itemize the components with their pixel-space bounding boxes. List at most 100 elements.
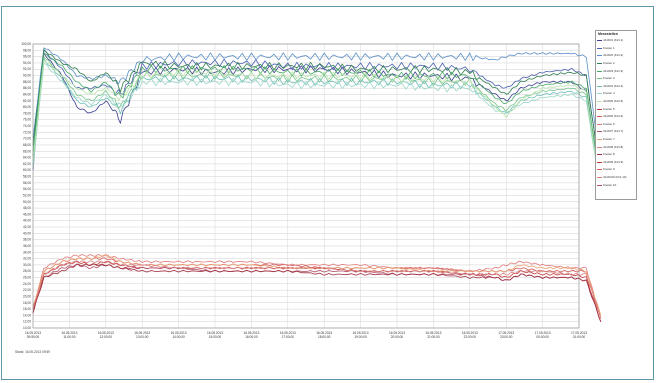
legend-swatch bbox=[597, 47, 602, 49]
x-tick-time: 16:00:00 bbox=[245, 335, 258, 339]
legend-item: Knoten 2 bbox=[596, 60, 636, 68]
y-tick-label: 36,00 bbox=[23, 244, 31, 248]
legend-swatch bbox=[597, 108, 602, 110]
y-tick-label: 10,00 bbox=[23, 326, 31, 330]
y-tick-label: 58,00 bbox=[23, 175, 31, 179]
legend-item: Knoten 5 bbox=[596, 105, 636, 113]
legend-label: Knoten 1 bbox=[603, 45, 615, 50]
y-tick-label: 54,00 bbox=[23, 187, 31, 191]
y-tick-label: 38,00 bbox=[23, 238, 31, 242]
x-axis: 16.05.201309:59:0016.05.201311:00:0016.0… bbox=[25, 331, 587, 339]
legend-item: Knoten 10 bbox=[596, 181, 636, 189]
y-tick-label: 82,00 bbox=[23, 99, 31, 103]
y-axis: 100,00 98,00 96,00 94,00 92,00 90,00 88,00 86,0… bbox=[21, 42, 31, 330]
legend-swatch bbox=[597, 139, 602, 141]
legend-item: Knoten 1 bbox=[596, 45, 636, 53]
legend-item: Knoten 8 bbox=[596, 151, 636, 159]
legend-label: Knoten 5 bbox=[603, 106, 615, 111]
x-tick-time: 19:00:00 bbox=[354, 335, 367, 339]
y-tick-label: 88,00 bbox=[23, 80, 31, 84]
legend-item: n01/D/8 (Ki/1.8) bbox=[596, 143, 636, 151]
legend-label: n01/D/6 (Ki/1.6) bbox=[603, 114, 624, 119]
legend-label: Knoten 10 bbox=[603, 182, 617, 187]
x-tick-date: 16.05.2013 bbox=[134, 331, 150, 335]
x-tick-time: 14:00:00 bbox=[172, 335, 185, 339]
legend-swatch bbox=[597, 131, 602, 133]
legend-label: n01/D/10 (Ki/1.10) bbox=[603, 174, 627, 179]
x-tick-time: 13:00:00 bbox=[136, 335, 149, 339]
x-tick-time: 20:00:00 bbox=[391, 335, 404, 339]
legend-swatch bbox=[597, 123, 602, 125]
legend-swatch bbox=[597, 184, 602, 186]
x-tick-date: 17.05.2013 bbox=[571, 331, 587, 335]
legend-label: Knoten 8 bbox=[603, 152, 615, 157]
y-tick-label: 44,00 bbox=[23, 219, 31, 223]
y-tick-label: 24,00 bbox=[23, 282, 31, 286]
x-tick-date: 16.05.2013 bbox=[280, 331, 296, 335]
y-tick-label: 48,00 bbox=[23, 206, 31, 210]
legend-label: Knoten 6 bbox=[603, 121, 615, 126]
x-tick-time: 22:00:00 bbox=[464, 335, 477, 339]
legend-item: n01/D/6 (Ki/1.6) bbox=[596, 113, 636, 121]
legend-swatch bbox=[597, 70, 602, 72]
legend-item: n01/D/5 (Ki/1.5) bbox=[596, 98, 636, 106]
x-tick-date: 16.05.2013 bbox=[207, 331, 223, 335]
y-tick-label: 56,00 bbox=[23, 181, 31, 185]
legend-item: Knoten 7 bbox=[596, 136, 636, 144]
legend-label: Knoten 2 bbox=[603, 61, 615, 66]
series-line-4 bbox=[32, 49, 602, 180]
x-tick-date: 16.05.2013 bbox=[98, 331, 114, 335]
x-tick-time: 21:00:00 bbox=[427, 335, 440, 339]
legend-label: n01/D/8 (Ki/1.8) bbox=[603, 144, 624, 149]
y-tick-label: 64,00 bbox=[23, 156, 31, 160]
y-tick-label: 98,00 bbox=[23, 48, 31, 52]
y-tick-label: 96,00 bbox=[23, 55, 31, 59]
y-tick-label: 12,00 bbox=[23, 320, 31, 324]
y-tick-label: 94,00 bbox=[23, 61, 31, 65]
x-tick-time: 11:00:00 bbox=[63, 335, 75, 339]
legend-swatch bbox=[597, 78, 602, 80]
y-tick-label: 20,00 bbox=[23, 294, 31, 298]
legend-items: n01/D/1 (Ki/1.1) Knoten 1 n01/D/2 (Ki/1.2)… bbox=[596, 37, 636, 189]
legend-swatch bbox=[597, 161, 602, 163]
legend-label: n01/D/7 (Ki/1.7) bbox=[603, 129, 624, 134]
legend-swatch bbox=[597, 40, 602, 42]
series-line-8 bbox=[32, 63, 602, 193]
legend-label: n01/D/4 (Ki/1.4) bbox=[603, 83, 624, 88]
series-line-12 bbox=[32, 254, 602, 319]
y-tick-label: 22,00 bbox=[23, 288, 31, 292]
legend-label: n01/D/5 (Ki/1.5) bbox=[603, 99, 624, 104]
x-tick-time: 15:00:00 bbox=[209, 335, 222, 339]
y-tick-label: 40,00 bbox=[23, 231, 31, 235]
series-line-7 bbox=[32, 58, 602, 190]
legend-label: n01/D/2 (Ki/1.2) bbox=[603, 53, 624, 58]
y-tick-label: 76,00 bbox=[23, 118, 31, 122]
y-tick-label: 84,00 bbox=[23, 92, 31, 96]
series-line-10 bbox=[32, 260, 602, 322]
x-tick-time: 00:00:00 bbox=[536, 335, 549, 339]
legend-label: n01/D/9 (Ki/1.9) bbox=[603, 159, 624, 164]
y-tick-label: 52,00 bbox=[23, 193, 31, 197]
legend-item: Knoten 6 bbox=[596, 121, 636, 129]
y-tick-label: 60,00 bbox=[23, 168, 31, 172]
legend-item: Knoten 3 bbox=[596, 75, 636, 83]
y-tick-label: 16,00 bbox=[23, 307, 31, 311]
x-tick-date: 16.05.2013 bbox=[389, 331, 405, 335]
y-tick-label: 70,00 bbox=[23, 137, 31, 141]
x-tick-time: 01:00:00 bbox=[573, 335, 586, 339]
y-tick-label: 50,00 bbox=[23, 200, 31, 204]
legend-label: Knoten 4 bbox=[603, 91, 615, 96]
x-tick-date: 16.05.2013 bbox=[316, 331, 332, 335]
legend-item: n01/D/3 (Ki/1.3) bbox=[596, 67, 636, 75]
y-tick-label: 30,00 bbox=[23, 263, 31, 267]
legend-item: n01/D/2 (Ki/1.2) bbox=[596, 52, 636, 60]
legend-item: Knoten 4 bbox=[596, 90, 636, 98]
y-tick-label: 46,00 bbox=[23, 212, 31, 216]
legend-item: Knoten 9 bbox=[596, 166, 636, 174]
plot-area bbox=[32, 43, 580, 329]
series-line-13 bbox=[32, 263, 602, 322]
legend-label: Knoten 9 bbox=[603, 167, 615, 172]
x-tick-time: 18:00:00 bbox=[318, 335, 331, 339]
legend-label: Knoten 7 bbox=[603, 137, 615, 142]
